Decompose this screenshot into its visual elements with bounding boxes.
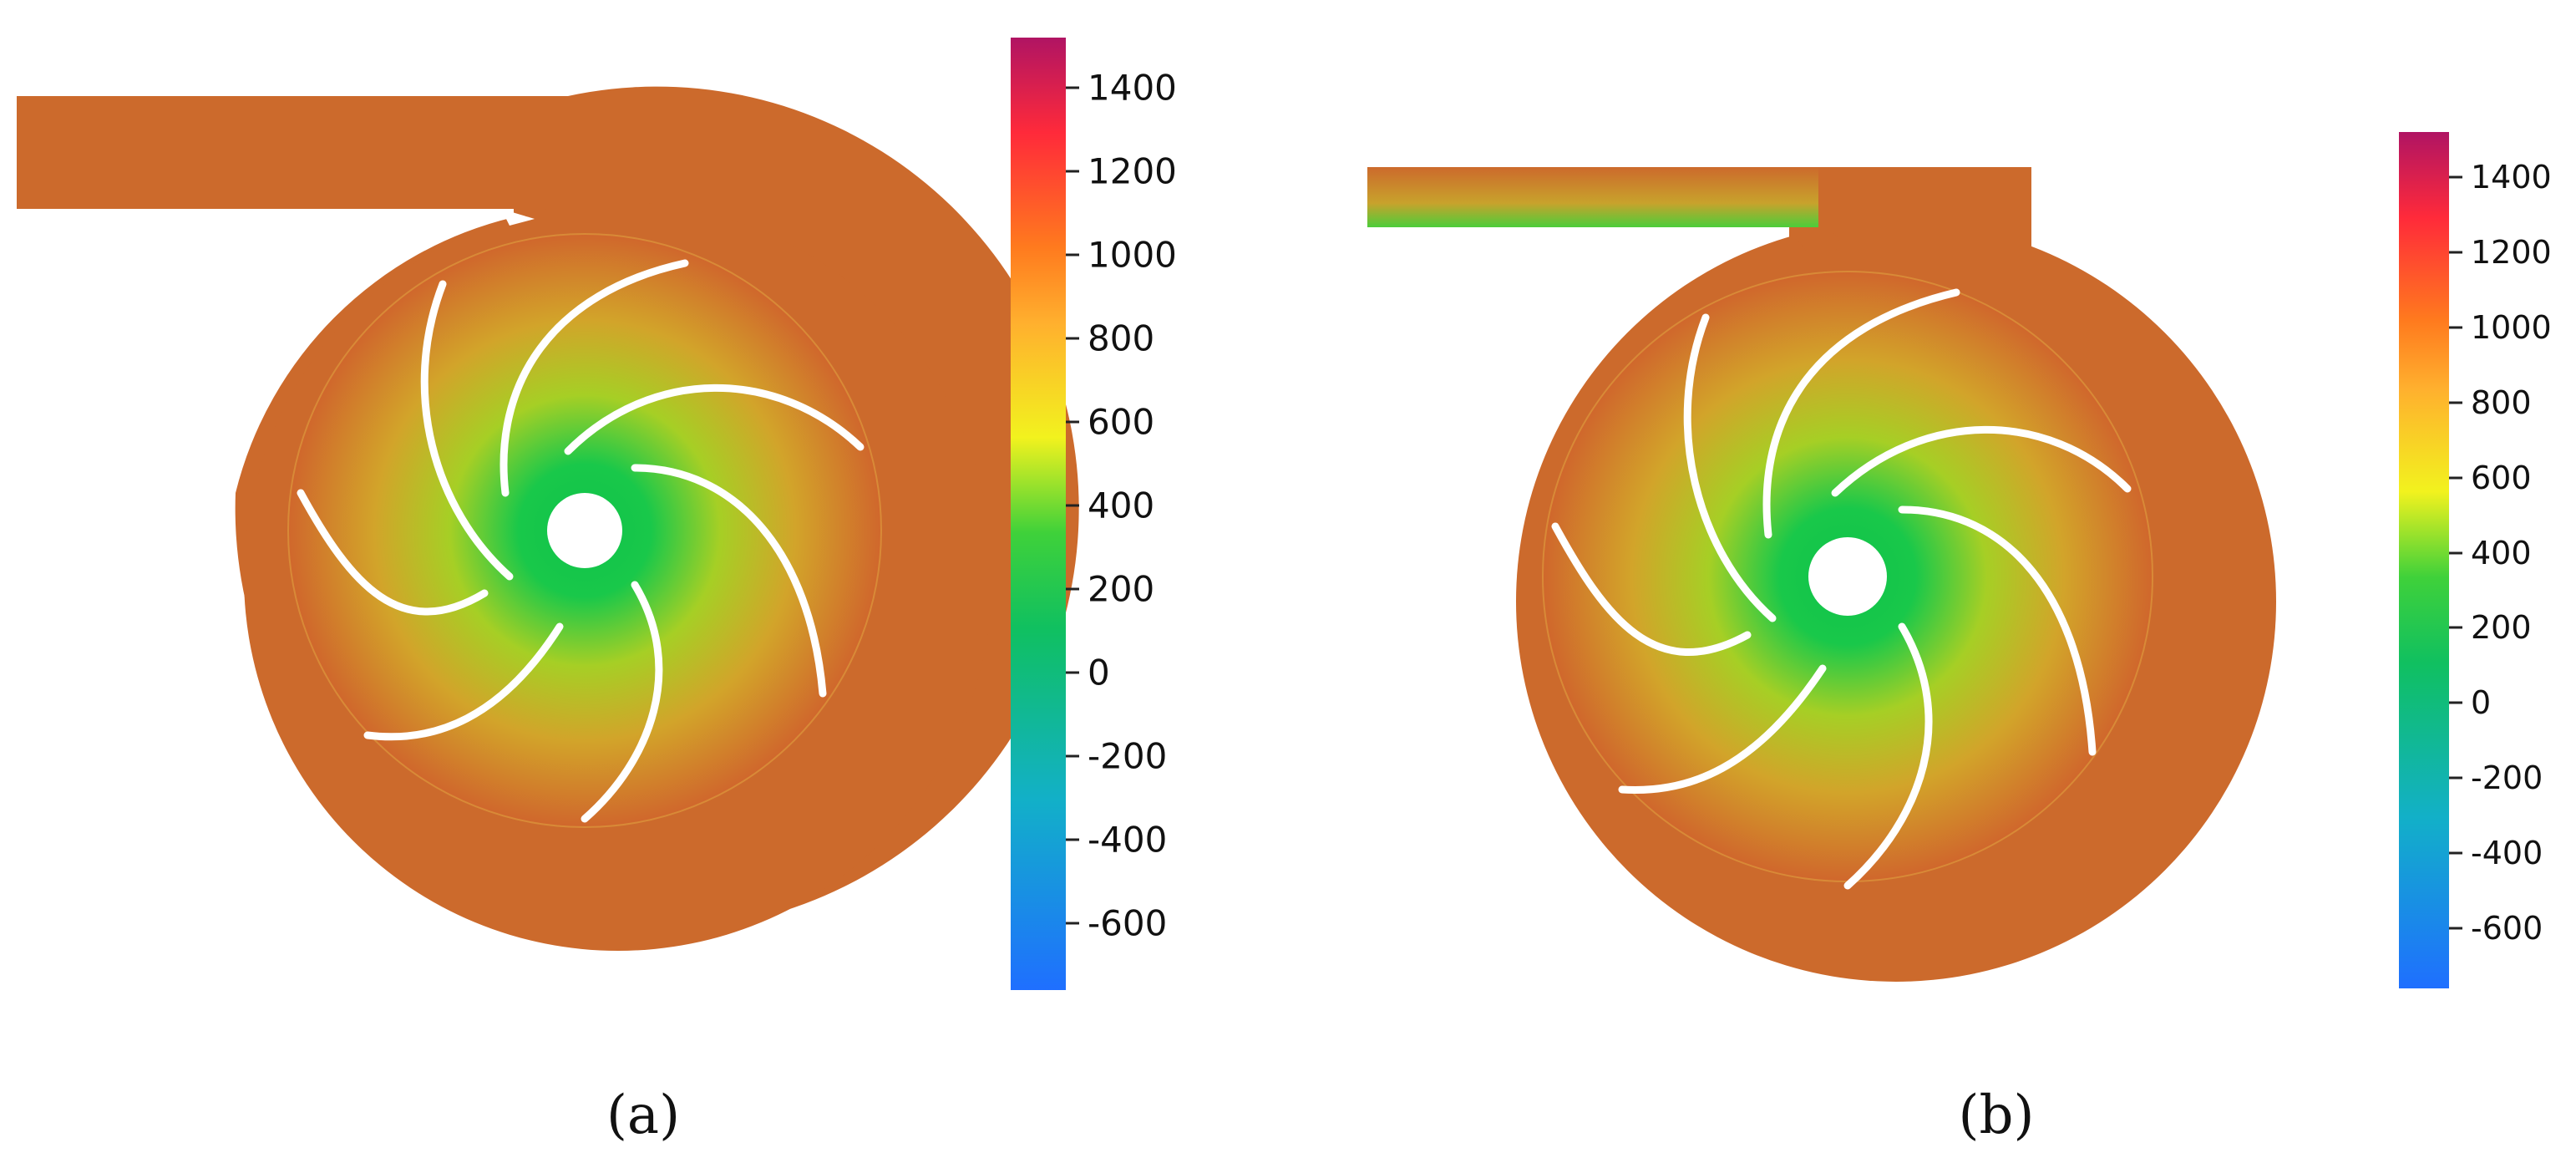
colorbar-b [2399,132,2449,988]
panel-a: 1400 1200 1000 800 600 400 200 0 -200 -400 -600 (a… [17,38,1177,1146]
colorbar-tick-label: 1400 [2471,158,2552,196]
caption-a: (a) [606,1084,681,1146]
colorbar-tick-mark [1066,170,1079,173]
colorbar-gradient-b [2399,132,2449,988]
colorbar-tick-mark [1066,253,1079,256]
colorbar-tick-mark [1066,838,1079,841]
colorbar-tick-label: 1000 [1088,234,1177,276]
colorbar-tick-label: 0 [2471,684,2492,722]
impeller-eye-b [1808,537,1887,616]
pump-contour-a [17,86,1079,951]
colorbar-tick-mark [2449,701,2462,704]
colorbar-tick-mark [2449,626,2462,629]
colorbar-tick-mark [1066,922,1079,925]
colorbar-tick-mark [2449,476,2462,480]
colorbar-tick-label: 200 [2471,609,2532,647]
pump-contour-b [1367,167,2276,982]
colorbar-tick-label: 800 [1088,317,1155,359]
colorbar-tick-label: 1200 [2471,233,2552,271]
impeller-eye-a [547,493,622,568]
colorbar-tick-label: 0 [1088,652,1110,693]
colorbar-tick-label: -600 [2471,910,2543,947]
colorbar-tick-label: 1200 [1088,150,1177,192]
colorbar-tick-label: 600 [2471,459,2532,496]
colorbar-tick-mark [1066,587,1079,591]
colorbar-tick-mark [2449,175,2462,179]
colorbar-tick-label: 600 [1088,401,1155,443]
colorbar-tick-label: -600 [1088,902,1168,944]
colorbar-gradient-a [1011,38,1066,990]
colorbar-tick-label: -400 [2471,835,2543,872]
colorbar-tick-label: 400 [1088,485,1155,526]
panel-b: 1400 1200 1000 800 600 400 200 0 -200 -400 -600 (b… [1288,0,2576,1158]
impeller-blades-a [297,259,865,823]
impeller-blades-b [1551,288,2132,890]
colorbar-tick-label: -200 [2471,759,2543,797]
colorbar-tick-label: -400 [1088,819,1168,861]
colorbar-tick-mark [2449,251,2462,254]
colorbar-tick-mark [1066,86,1079,89]
colorbar-tick-mark [1066,337,1079,340]
colorbar-tick-mark [2449,401,2462,404]
caption-b: (b) [1958,1084,2035,1146]
colorbar-tick-label: 800 [2471,383,2532,421]
colorbar-tick-label: -200 [1088,735,1168,777]
colorbar-a [1011,38,1066,990]
colorbar-tick-mark [2449,326,2462,329]
colorbar-tick-mark [1066,671,1079,674]
colorbar-tick-mark [2449,927,2462,930]
colorbar-tick-mark [2449,551,2462,554]
colorbar-tick-mark [2449,851,2462,855]
colorbar-tick-mark [2449,776,2462,780]
colorbar-tick-label: 400 [2471,534,2532,571]
colorbar-tick-mark [1066,754,1079,758]
colorbar-tick-mark [1066,420,1079,424]
colorbar-tick-mark [1066,504,1079,507]
colorbar-tick-label: 1400 [1088,67,1177,109]
colorbar-tick-label: 200 [1088,568,1155,610]
colorbar-tick-label: 1000 [2471,308,2552,346]
